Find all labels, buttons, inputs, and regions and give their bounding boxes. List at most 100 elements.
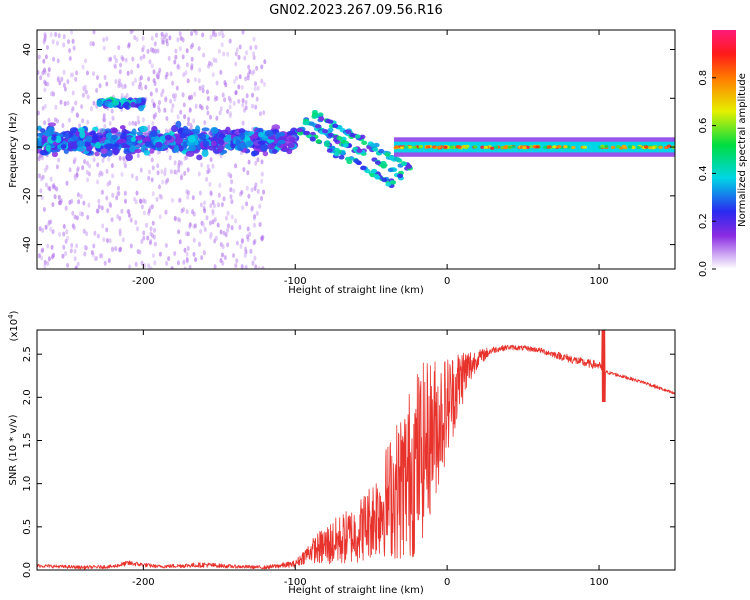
spectral-cell [198,85,202,91]
spectral-cell [134,199,138,205]
spectral-cell [228,97,232,103]
spectral-cell [54,32,58,37]
spectral-cell [43,259,47,265]
spectral-cell [256,189,260,194]
y-tick-label: 0.5 [22,519,33,535]
spectral-cell [238,44,242,50]
spectral-cell [58,200,62,205]
spectral-cell [110,163,114,169]
spectral-cell [158,184,161,190]
spectral-cell [222,196,226,202]
spectral-cell [349,132,356,138]
spectral-cell [198,67,202,73]
spectral-cell [88,131,97,136]
spectral-cell [129,243,133,249]
spectral-cell [528,145,534,149]
spectral-cell [121,56,125,62]
spectral-cell [126,136,134,144]
spectrogram-frame [36,29,676,270]
spectral-cell [226,109,230,114]
spectral-cell [185,189,189,195]
spectral-cell [177,167,181,173]
spectral-cell [150,63,154,69]
spectral-cell [38,253,41,259]
spectral-cell [192,251,196,257]
spectral-cell [92,30,96,35]
spectral-cell [356,148,363,153]
spectral-cell [260,195,264,201]
spectral-cell [72,45,76,51]
spectral-cell [220,42,224,48]
spectral-cell [230,179,234,185]
spectral-cell [129,145,137,153]
colorbar-gradient [712,30,736,269]
spectral-cell [247,193,251,199]
spectral-cell [192,237,196,243]
spectral-cell [137,119,141,125]
spectral-cell [124,57,128,63]
spectral-cell [139,167,143,173]
spectral-cell [390,180,397,185]
spectral-cell [41,228,45,233]
spectral-cell [89,106,93,112]
spectral-cell [80,104,84,110]
spectral-cell [55,164,59,170]
spectral-cell [88,163,92,169]
spectral-cell [244,76,248,82]
spectral-cell [45,144,51,152]
spectral-cell [211,72,215,78]
spectral-cell [136,131,144,136]
spectral-cell [176,37,180,43]
spectral-cell [237,84,241,90]
spectral-cell [186,78,190,84]
spectral-cell [77,140,86,147]
spectral-cell [315,124,321,129]
spectral-cell [186,167,190,173]
spectral-cell [644,145,649,149]
spectral-cell [610,145,616,149]
spectral-cell [78,123,81,129]
spectral-cell [229,187,233,193]
spectral-cell [41,70,45,76]
y-tick-label: 1.5 [22,433,33,449]
spectral-cell [62,82,66,88]
spectral-cell [432,145,437,149]
spectral-cell [250,150,257,157]
spectral-cell [111,128,118,134]
spectral-cell [401,161,407,166]
spectral-cell [71,141,78,150]
spectral-cell [124,198,127,204]
spectral-cell [49,176,53,182]
spectral-cell [456,145,462,149]
spectral-cell [397,173,404,178]
spectral-cell [77,146,84,152]
spectral-cell [262,110,266,116]
spectral-cell [404,145,409,149]
spectral-cell [39,149,49,156]
spectral-cell [68,48,72,54]
y-tick-label: 2.5 [22,346,33,362]
spectral-cell [57,157,61,163]
spectral-cell [211,199,215,205]
spectral-cell [191,195,195,201]
spectral-cell [97,198,101,204]
spectral-cell [92,157,96,163]
spectral-cell [156,48,160,54]
spectral-cell [327,132,334,138]
spectral-cell [67,39,70,45]
spectral-cell [190,56,194,62]
spectral-cell [117,45,121,51]
spectral-cell [89,41,93,47]
spectral-cell [151,165,155,171]
spectral-cell [155,87,159,93]
spectral-cell [286,148,293,155]
spectral-cell [178,197,182,203]
spectral-cell [62,224,66,229]
spectral-cell [110,217,114,223]
spectral-cell [96,162,100,168]
spectral-cell [44,54,48,60]
spectral-cell [51,151,59,158]
spectral-cell [251,261,255,266]
spectral-cell [115,58,118,64]
spectral-cell [95,255,99,261]
